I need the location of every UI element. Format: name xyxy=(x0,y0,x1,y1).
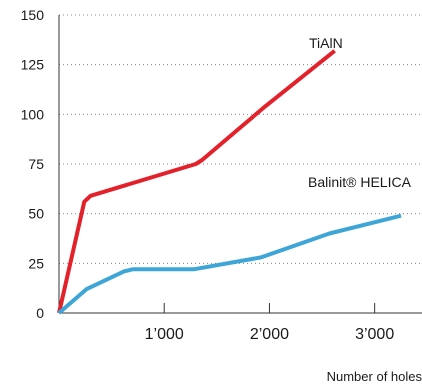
x-axis-label: Number of holes xyxy=(327,369,422,384)
tick-labels: 0 25 50 75 100 125 150 1’000 2’000 3’000 xyxy=(21,7,395,343)
series-labels: TiAlN Balinit® HELICA xyxy=(308,35,412,190)
series-label-balinit-helica: Balinit® HELICA xyxy=(308,174,412,190)
y-tick-label: 125 xyxy=(21,57,45,73)
series-line-tialn xyxy=(57,49,336,314)
axes xyxy=(58,15,422,314)
y-tick-label: 50 xyxy=(28,206,44,222)
y-tick-label: 75 xyxy=(28,156,44,172)
series-label-tialn: TiAlN xyxy=(309,35,343,51)
y-tick-label: 25 xyxy=(28,255,44,271)
x-tick-label: 2’000 xyxy=(250,326,289,343)
y-tick-label: 150 xyxy=(21,7,45,23)
y-tick-label: 0 xyxy=(36,305,44,321)
grid-lines xyxy=(59,14,422,264)
y-tick-label: 100 xyxy=(21,106,45,122)
series-lines xyxy=(57,49,402,315)
x-tick-label: 3’000 xyxy=(355,326,394,343)
series-line-balinit-helica xyxy=(57,213,402,315)
x-tick-label: 1’000 xyxy=(145,326,184,343)
